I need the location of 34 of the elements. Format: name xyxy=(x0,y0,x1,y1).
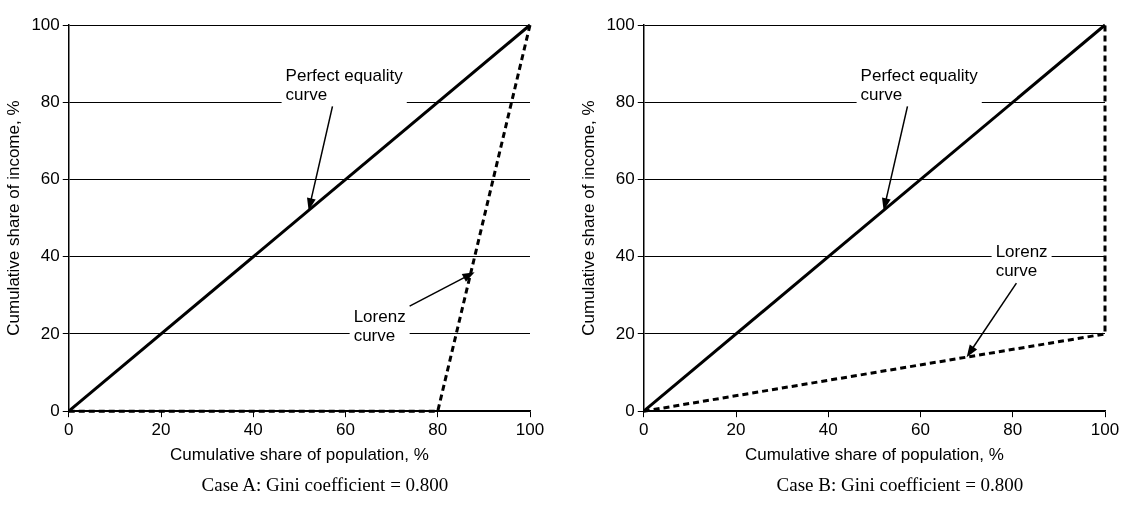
y-tick-label: 100 xyxy=(31,14,60,34)
x-tick-label: 100 xyxy=(515,420,545,440)
y-axis-title: Cumulative share of income, % xyxy=(578,100,598,336)
y-tick-label: 20 xyxy=(40,323,60,343)
x-axis-title: Cumulative share of population, % xyxy=(169,445,429,465)
x-tick-label: 80 xyxy=(428,420,448,440)
x-tick-label: 0 xyxy=(639,420,649,440)
y-tick-label: 60 xyxy=(40,169,60,189)
x-tick-label: 0 xyxy=(64,420,74,440)
x-tick-label: 60 xyxy=(336,420,355,440)
x-tick-label: 20 xyxy=(726,420,746,440)
text: Case B: Gini coefficient = 0.800 xyxy=(775,474,1025,496)
y-tick-label: 20 xyxy=(615,323,635,343)
x-tick-label: 40 xyxy=(818,420,838,440)
x-tick-label: 60 xyxy=(911,420,930,440)
y-axis-title: Cumulative share of income, % xyxy=(3,100,23,336)
annotation: Lorenz curve xyxy=(995,242,1048,281)
x-tick-label: 80 xyxy=(1003,420,1023,440)
x-axis-title: Cumulative share of population, % xyxy=(744,445,1004,465)
y-tick-label: 40 xyxy=(615,246,635,266)
y-tick-label: 80 xyxy=(615,91,635,111)
x-tick-label: 100 xyxy=(1090,420,1120,440)
text: Case A: Gini coefficient = 0.800 xyxy=(200,474,450,496)
annotation: Lorenz curve xyxy=(353,307,406,346)
x-tick-label: 20 xyxy=(151,420,171,440)
annotation: Perfect equality curve xyxy=(860,65,979,104)
annotation: Perfect equality curve xyxy=(285,65,404,104)
x-tick-label: 40 xyxy=(243,420,263,440)
y-tick-label: 60 xyxy=(615,169,635,189)
y-tick-label: 80 xyxy=(40,91,60,111)
y-tick-label: 0 xyxy=(625,400,635,420)
y-tick-label: 100 xyxy=(606,14,635,34)
y-tick-label: 0 xyxy=(50,400,60,420)
y-tick-label: 40 xyxy=(40,246,60,266)
